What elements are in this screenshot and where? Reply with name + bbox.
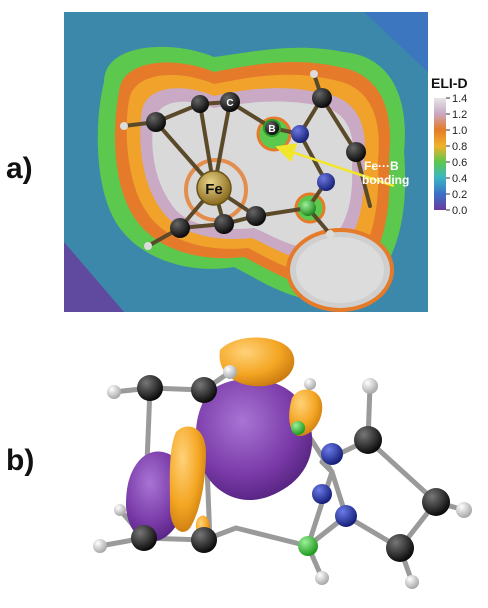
atom-carbon-labeled [220, 92, 240, 112]
annotation-fe-b: Fe···B [364, 159, 399, 173]
atom-label-fe: Fe [205, 181, 223, 198]
atom-nitrogen [321, 443, 343, 465]
colorbar-tick-label: 0.2 [452, 189, 467, 201]
atom-hydrogen [107, 385, 121, 399]
orbital-lobe-positive [219, 337, 295, 387]
atom-nitrogen [317, 173, 335, 191]
atom-label-b: B [268, 124, 275, 135]
atom-hydrogen [456, 502, 472, 518]
atom-nitrogen [335, 505, 357, 527]
colorbar-tick-label: 1.0 [452, 125, 467, 137]
atom-carbon [191, 527, 217, 553]
atom-carbon [386, 534, 414, 562]
colorbar-tick-label: 0.8 [452, 141, 467, 153]
panel-label-a: a) [6, 152, 33, 185]
colorbar-tick-label: 1.2 [452, 109, 467, 121]
atom-carbon [354, 426, 382, 454]
atom-carbon [131, 525, 157, 551]
eli-d-contour-map: Fe C B Fe···B bonding [64, 12, 428, 312]
atom-hydrogen [223, 365, 237, 379]
atom-carbon [191, 95, 209, 113]
atom-carbon [422, 488, 450, 516]
atom-hydrogen [315, 571, 329, 585]
atom-hydrogen [120, 122, 128, 130]
atom-boron [291, 421, 305, 435]
atom-carbon [246, 206, 266, 226]
atom-carbon [312, 88, 332, 108]
atom-carbon [346, 142, 366, 162]
bonding-arrow [275, 143, 395, 188]
colorbar-title: ELI-D [431, 75, 468, 91]
atom-carbon [146, 112, 166, 132]
atom-nitrogen [312, 484, 332, 504]
orbital-isosurface [93, 337, 472, 589]
atom-hydrogen [144, 242, 152, 250]
atom-hydrogen [310, 70, 318, 78]
atom-carbon [214, 214, 234, 234]
atoms [120, 70, 366, 250]
atom-label-c: C [226, 98, 233, 109]
atom-hydrogen [114, 504, 126, 516]
colorbar-gradient [434, 98, 446, 210]
orbital-lobe-positive [169, 426, 206, 532]
atom-carbon [170, 218, 190, 238]
atom-hydrogen [362, 378, 378, 394]
orbital-lobe-negative [195, 378, 313, 501]
atom-carbon [191, 377, 217, 403]
atom-boron [300, 200, 316, 216]
atom-iron [196, 170, 232, 206]
atom-hydrogen [93, 539, 107, 553]
atom-nitrogen [291, 125, 309, 143]
molecule-atoms [93, 365, 472, 589]
panel-label-b: b) [6, 444, 35, 477]
colorbar-tick-label: 0.0 [452, 205, 467, 217]
atom-boron [298, 536, 318, 556]
atom-carbon [137, 375, 163, 401]
atom-hydrogen [405, 575, 419, 589]
atom-boron-labeled [263, 119, 281, 137]
colorbar-tick-label: 0.6 [452, 157, 467, 169]
colorbar-tick-label: 0.4 [452, 173, 467, 185]
annotation-bonding: bonding [362, 173, 409, 187]
colorbar-tick-label: 1.4 [452, 93, 467, 105]
atom-hydrogen [326, 230, 334, 238]
atom-hydrogen [304, 378, 316, 390]
colorbar: 1.4 1.2 1.0 0.8 0.6 0.4 0.2 0.0 [434, 93, 467, 217]
